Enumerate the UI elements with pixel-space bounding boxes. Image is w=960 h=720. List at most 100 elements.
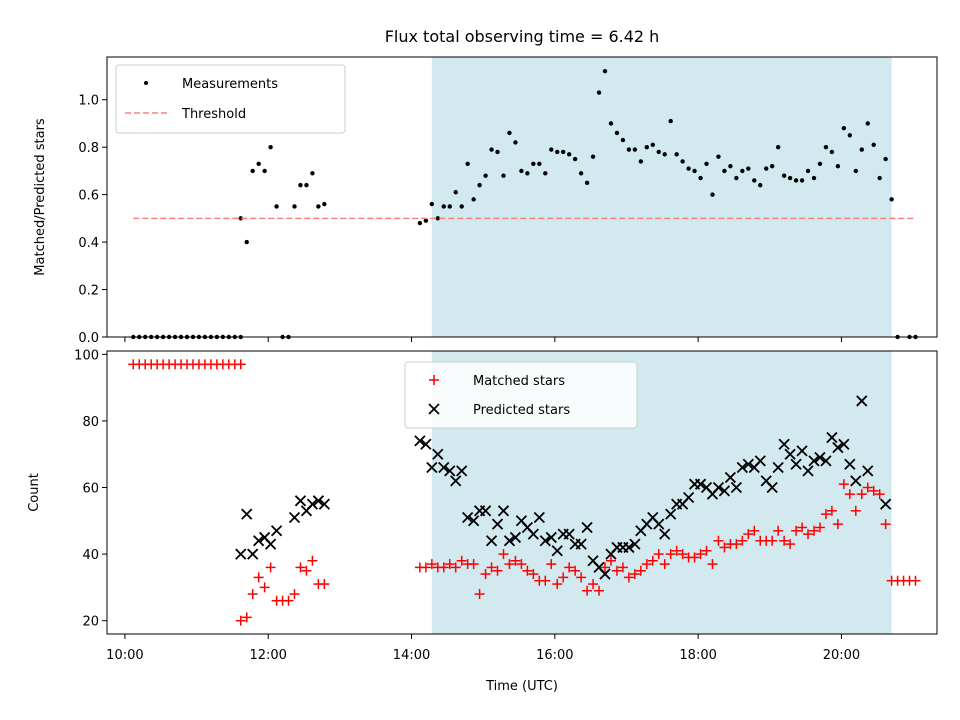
matched-star-point (779, 535, 790, 546)
predicted-star-point (694, 478, 707, 490)
measurement-point (889, 197, 894, 202)
measurement-point (799, 178, 805, 183)
x-tick-label: 12:00 (249, 648, 286, 663)
measurement-point (722, 168, 727, 174)
measurement-point (781, 173, 787, 178)
predicted-star-point (665, 508, 677, 520)
top-y-ticks: 0.0 0.2 0.4 0.6 0.8 1.0 (78, 94, 107, 346)
predicted-star-point (306, 498, 319, 510)
measurement-point (501, 173, 506, 178)
bottom-panel: 20 40 60 80 100 10:00 12:00 14:00 16:00 18:00 20:… (27, 348, 938, 694)
matched-star-point (588, 579, 599, 590)
matched-star-point (647, 555, 658, 566)
y-tick-label: 100 (74, 348, 99, 363)
predicted-star-point (754, 455, 766, 467)
measurement-point (704, 161, 709, 166)
predicted-star-point (444, 465, 456, 477)
matched-star-point (832, 519, 843, 530)
measurement-point (417, 220, 423, 226)
measurement-point (752, 178, 757, 183)
measurement-point (811, 175, 817, 181)
top-panel: 0.0 0.2 0.4 0.6 0.8 1.0 Flux total observing … (33, 27, 938, 346)
measurement-point (435, 216, 441, 221)
matched-star-point (253, 572, 264, 583)
matched-star-point (803, 529, 814, 540)
matched-star-point (868, 485, 879, 496)
measurement-point (531, 161, 536, 166)
measurement-point (262, 168, 267, 174)
predicted-star-point (479, 505, 492, 517)
measurement-point (578, 171, 584, 176)
predicted-star-point (491, 518, 504, 530)
measurement-point (853, 168, 858, 174)
predicted-star-point (288, 511, 301, 524)
matched-star-point (558, 572, 569, 583)
matched-star-point (498, 549, 509, 560)
predicted-star-point (450, 475, 462, 487)
matched-star-point (749, 525, 760, 536)
measurement-point (441, 204, 446, 209)
matched-star-point (773, 525, 784, 536)
measurement-point (674, 152, 679, 157)
measurement-point (710, 192, 715, 197)
x-tick-label: 10:00 (106, 648, 143, 663)
predicted-star-point (575, 538, 587, 550)
observing-window-span-top (431, 57, 892, 337)
bottom-legend-box (404, 361, 638, 429)
predicted-star-point (880, 498, 892, 510)
legend-predicted-label: Predicted stars (473, 403, 570, 418)
predicted-star-point (856, 395, 868, 407)
predicted-star-point (253, 535, 265, 547)
matched-star-point (856, 489, 867, 500)
matched-star-point (438, 562, 449, 573)
bottom-x-axis-label: Time (UTC) (485, 679, 558, 694)
measurement-point (644, 144, 649, 150)
measurement-point (698, 175, 703, 181)
measurement-point (489, 147, 494, 152)
y-tick-label: 0.4 (78, 236, 99, 251)
matched-star-point (665, 549, 676, 560)
y-tick-label: 0.2 (78, 284, 99, 299)
measurement-point (423, 218, 429, 223)
measurement-point (250, 168, 255, 174)
measurement-point (817, 161, 823, 166)
predicted-star-point (629, 538, 641, 550)
y-tick-label: 1.0 (78, 94, 99, 109)
matched-star-point (910, 575, 921, 586)
measurement-point (859, 147, 864, 152)
predicted-star-point (527, 528, 539, 540)
measurement-point (608, 121, 614, 126)
matched-star-point (814, 522, 825, 533)
measurement-point (590, 154, 596, 159)
predicted-star-point (826, 431, 838, 444)
predicted-star-point (551, 545, 563, 557)
measurement-point (238, 216, 243, 221)
predicted-star-point (742, 458, 754, 470)
measurement-point (298, 182, 303, 188)
predicted-star-point (241, 508, 253, 520)
matched-star-point (540, 575, 551, 586)
measurement-point (656, 149, 661, 155)
x-tick-label: 16:00 (536, 648, 573, 663)
predicted-star-point (850, 475, 862, 487)
predicted-star-point (790, 458, 802, 470)
measurement-point (746, 166, 751, 171)
y-tick-label: 80 (82, 415, 99, 430)
matched-star-point (510, 555, 521, 566)
predicted-star-point (312, 495, 325, 507)
predicted-star-point (545, 531, 557, 544)
matched-star-point (522, 565, 533, 576)
matched-star-point (707, 559, 718, 570)
predicted-star-point (497, 505, 510, 517)
measurement-point (513, 140, 518, 145)
bottom-x-ticks: 10:00 12:00 14:00 16:00 18:00 20:00 (106, 634, 860, 663)
top-y-axis-label: Matched/Predicted stars (33, 118, 48, 276)
matched-star-point (528, 569, 539, 580)
x-tick-label: 18:00 (679, 648, 716, 663)
predicted-star-point (318, 498, 330, 510)
matched-star-point (731, 539, 742, 550)
predicted-star-point (270, 525, 283, 537)
predicted-star-point (503, 535, 516, 547)
measurement-point (758, 182, 763, 188)
matched-star-point (653, 549, 664, 560)
